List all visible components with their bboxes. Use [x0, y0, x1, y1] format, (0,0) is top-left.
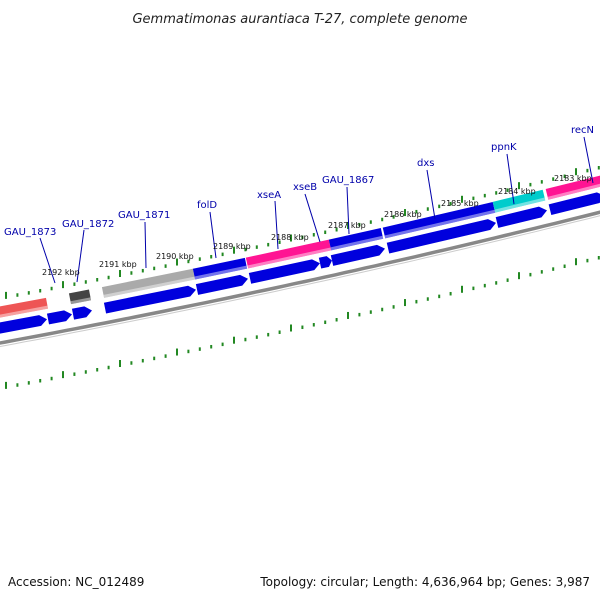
accession-text: Accession: NC_012489	[8, 575, 144, 589]
feature-shade	[330, 235, 384, 251]
gene-label-gau-1872[interactable]: GAU_1872	[62, 219, 114, 230]
leader-line	[426, 169, 436, 220]
feature-cds-fold	[192, 257, 248, 280]
feature-shape	[545, 174, 600, 200]
map-title: Gemmatimonas aurantiaca T-27, complete g…	[132, 12, 467, 27]
tick-label-2190: 2190 kbp	[156, 252, 194, 261]
tick-label-2185: 2185 kbp	[441, 199, 479, 208]
feature-ppnk	[492, 189, 546, 213]
leader-line	[346, 186, 350, 235]
feature-shape	[330, 244, 385, 266]
feature-shape	[103, 285, 196, 314]
upper-tick-track	[5, 166, 600, 299]
gene-label-xsea[interactable]: xseA	[257, 190, 281, 201]
gene-label-recn[interactable]: recN	[571, 125, 594, 136]
feature-shape	[492, 189, 546, 213]
feature-cds-arrow	[103, 285, 196, 314]
tick-label-2189: 2189 kbp	[213, 242, 251, 251]
genome-backbone	[0, 210, 600, 348]
feature-shape	[71, 306, 93, 320]
feature-shape	[46, 310, 73, 325]
feature-track	[0, 174, 600, 335]
feature-shade	[194, 265, 248, 280]
tick-label-2188: 2188 kbp	[271, 233, 309, 242]
feature-pseudogene	[101, 268, 196, 298]
feature-cds-arrow	[195, 274, 249, 295]
feature-shape	[195, 274, 249, 295]
leader-line	[76, 229, 85, 283]
lower-tick-track	[5, 256, 600, 389]
leader-line	[304, 193, 321, 243]
tick-label-2192: 2192 kbp	[42, 268, 80, 277]
feature-cds-arrow	[330, 244, 385, 266]
tick-label-2184: 2184 kbp	[498, 187, 536, 196]
feature-cds-arrow	[248, 259, 321, 284]
feature-shape	[0, 315, 48, 335]
feature-cds-arrow	[548, 192, 600, 215]
gene-labels: GAU_1873 GAU_1872 GAU_1871 folD xseA xse…	[4, 125, 594, 238]
gene-label-ppnk[interactable]: ppnK	[491, 142, 517, 153]
feature-shape	[248, 259, 321, 284]
feature-shape	[101, 268, 196, 298]
feature-shade	[384, 209, 496, 239]
leader-line	[144, 221, 147, 269]
feature-red	[0, 297, 49, 319]
tick-label-2186: 2186 kbp	[384, 210, 422, 219]
tick-label-2183: 2183 kbp	[554, 174, 592, 183]
feature-misc	[68, 289, 92, 305]
gene-label-gau-1871[interactable]: GAU_1871	[118, 210, 170, 221]
leader-line	[209, 211, 217, 259]
feature-cds-arrow	[318, 256, 333, 269]
feature-shade	[247, 247, 332, 269]
feature-recn	[545, 174, 600, 200]
feature-shape	[495, 206, 547, 228]
tick-label-2191: 2191 kbp	[99, 260, 137, 269]
label-leader-lines	[39, 136, 594, 284]
feature-shade	[547, 182, 600, 200]
feature-shape	[192, 257, 248, 280]
feature-shade	[70, 297, 92, 305]
feature-shape	[318, 256, 333, 269]
leader-line	[39, 237, 56, 284]
feature-shape	[0, 297, 49, 319]
leader-line	[506, 153, 515, 205]
feature-rrna-xse	[245, 239, 332, 269]
leader-line	[583, 136, 594, 184]
feature-cds-gau-1867	[328, 227, 384, 251]
feature-cds-arrow	[495, 206, 547, 228]
feature-shape	[328, 227, 384, 251]
backbone-line	[0, 210, 600, 345]
leader-line	[274, 200, 279, 250]
feature-shape	[382, 201, 496, 239]
feature-shape	[386, 219, 496, 254]
feature-cds-arrow	[46, 310, 73, 325]
feature-shade	[103, 276, 196, 298]
tick-label-2187: 2187 kbp	[328, 221, 366, 230]
feature-shape	[548, 192, 600, 215]
feature-shade	[0, 305, 49, 319]
feature-cds-arrow	[386, 219, 496, 254]
feature-shape	[245, 239, 332, 269]
gene-label-fold[interactable]: folD	[197, 200, 217, 211]
gene-label-xseb[interactable]: xseB	[293, 182, 317, 193]
feature-shape	[68, 289, 92, 305]
gene-label-gau-1867[interactable]: GAU_1867	[322, 175, 374, 186]
gene-label-dxs[interactable]: dxs	[417, 158, 434, 169]
feature-shade	[494, 197, 546, 213]
tick-labels: 2192 kbp 2191 kbp 2190 kbp 2189 kbp 2188…	[42, 174, 592, 277]
backbone-shadow	[0, 215, 600, 348]
gene-label-gau-1873[interactable]: GAU_1873	[4, 227, 56, 238]
genome-info-text: Topology: circular; Length: 4,636,964 bp…	[259, 575, 590, 589]
feature-cds-arrow	[71, 306, 93, 320]
feature-cds-dxs	[382, 201, 496, 239]
feature-cds-arrow	[0, 315, 48, 335]
